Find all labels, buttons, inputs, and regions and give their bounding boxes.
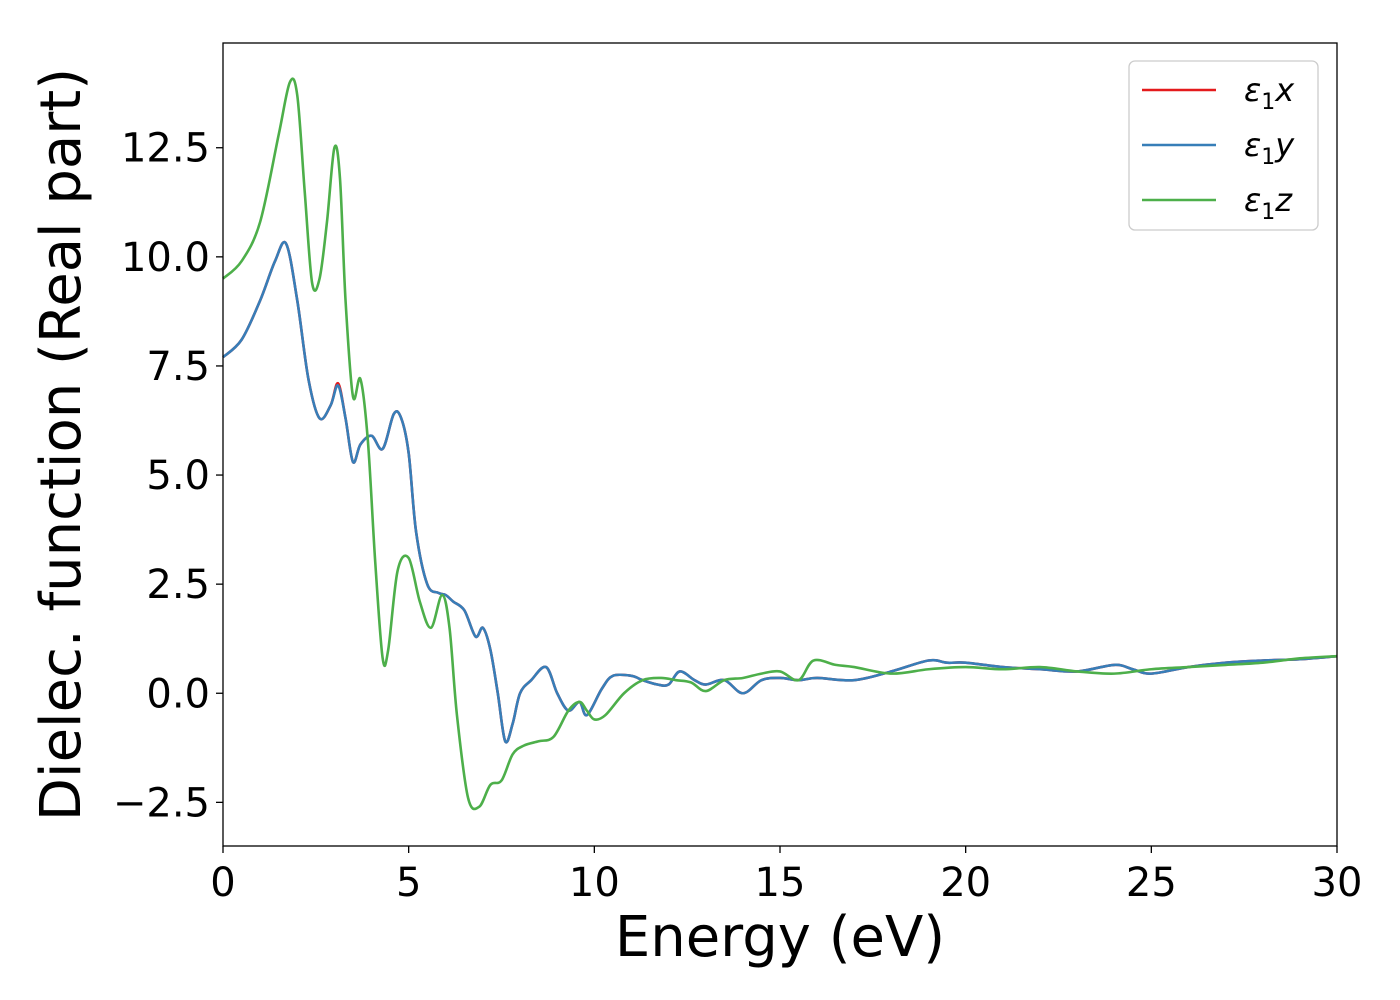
- y-tick-label: 0.0: [146, 671, 210, 717]
- x-axis-title: Energy (eV): [615, 905, 945, 970]
- y-tick-label: 7.5: [146, 344, 210, 390]
- x-tick-label: 10: [569, 860, 620, 906]
- series-layer: [222, 77, 1338, 811]
- x-tick-label: 20: [940, 860, 991, 906]
- legend-label-z: ε1z: [1244, 181, 1293, 225]
- x-tick-label: 5: [396, 860, 421, 906]
- y-tick-label: 5.0: [146, 453, 210, 499]
- x-tick-label: 15: [755, 860, 806, 906]
- legend-label-y: ε1y: [1244, 126, 1295, 170]
- series-line-z: [222, 77, 1338, 811]
- series-line-y: [222, 240, 1338, 744]
- y-axis-title: Dielec. function (Real part): [29, 68, 94, 821]
- x-tick-label: 0: [210, 860, 235, 906]
- ticks-layer: 0 5 10 15 20 25 30 −2.5 0.0 2.5 5.0 7.5 10.0 12.5: [113, 126, 1363, 906]
- x-tick-label: 25: [1126, 860, 1177, 906]
- legend-label-x: ε1x: [1244, 71, 1295, 115]
- legend-box: [1128, 60, 1319, 231]
- y-tick-label: 2.5: [146, 562, 210, 608]
- y-tick-label: 12.5: [121, 126, 210, 172]
- legend: ε1x ε1y ε1z: [1128, 60, 1319, 231]
- y-tick-label: 10.0: [121, 235, 210, 281]
- y-tick-label: −2.5: [113, 780, 210, 826]
- x-tick-label: 30: [1312, 860, 1363, 906]
